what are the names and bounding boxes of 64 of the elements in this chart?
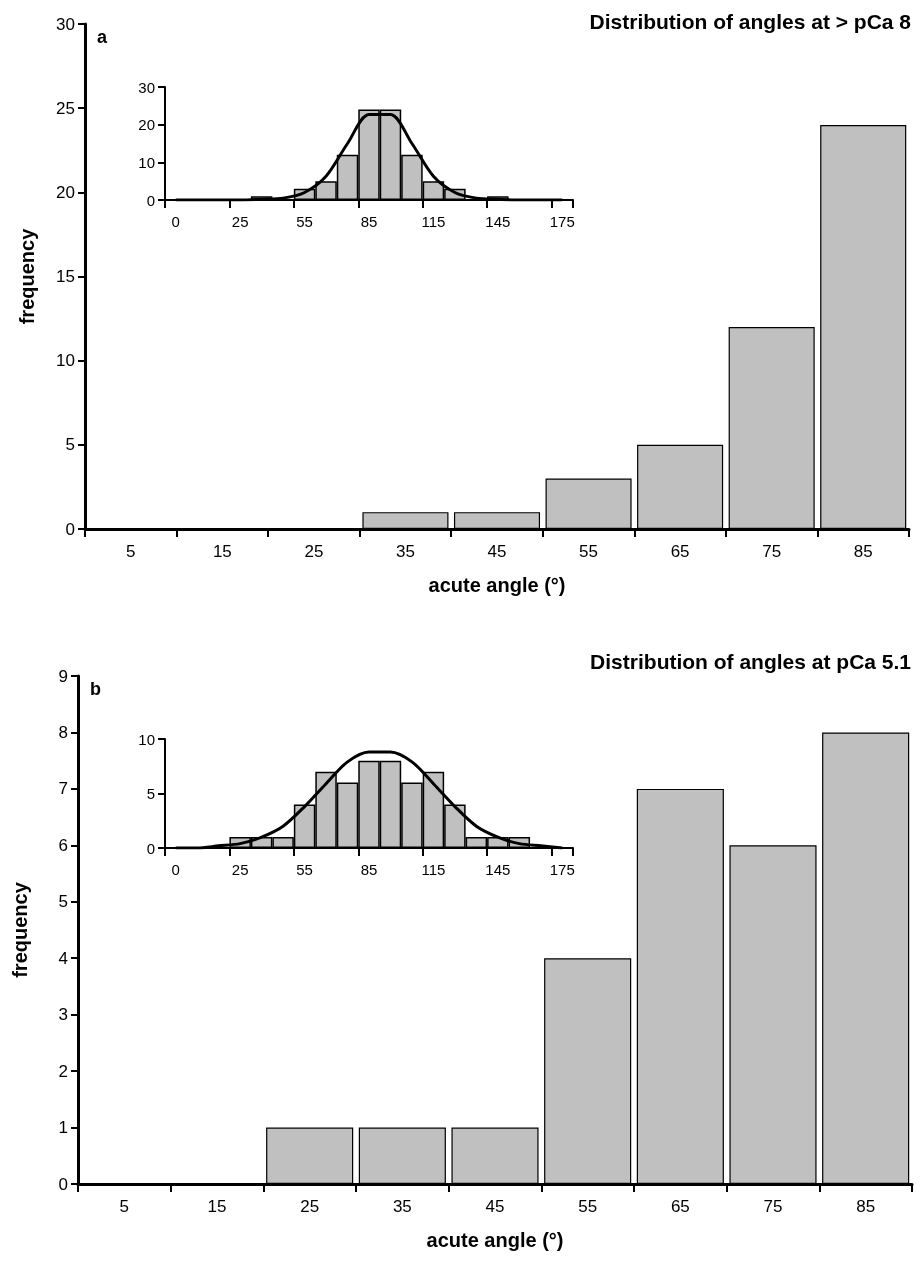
- y-tick-label: 9: [58, 666, 68, 686]
- x-tick-label: 85: [360, 213, 378, 230]
- x-tick-label: 175: [549, 213, 575, 230]
- x-tick-label: 0: [171, 213, 180, 230]
- x-tick-label: 145: [485, 213, 511, 230]
- y-tick-label: 10: [56, 351, 75, 371]
- annotation: b: [90, 679, 101, 699]
- x-tick-label: 25: [304, 542, 324, 561]
- y-tick-label: 8: [58, 722, 68, 742]
- y-tick-label: 1: [58, 1118, 68, 1138]
- y-tick-label: 2: [58, 1061, 68, 1081]
- x-tick-label: 45: [487, 542, 507, 561]
- y-tick-label: 5: [146, 785, 155, 802]
- x-tick-label: 55: [296, 861, 313, 878]
- y-axis-title: frequency: [9, 881, 31, 978]
- x-tick-label: 25: [231, 213, 249, 230]
- x-tick-label: 65: [670, 542, 690, 561]
- y-tick-label: 0: [146, 839, 155, 857]
- x-tick-label: 75: [763, 1197, 783, 1216]
- x-tick-label: 115: [421, 861, 446, 878]
- y-tick-label: 30: [56, 14, 75, 34]
- y-tick-label: 3: [58, 1005, 68, 1025]
- y-tick-label: 0: [65, 519, 75, 539]
- y-tick-label: 30: [138, 78, 155, 96]
- y-tick-label: 5: [65, 435, 75, 455]
- x-tick-label: 115: [421, 213, 446, 230]
- x-tick-label: 0: [171, 861, 180, 878]
- x-axis-title: acute angle (°): [428, 574, 566, 596]
- x-tick-label: 75: [762, 542, 782, 561]
- y-tick-label: 6: [58, 835, 68, 855]
- x-tick-label: 85: [360, 861, 378, 878]
- y-tick-label: 7: [58, 779, 68, 799]
- x-tick-label: 5: [126, 542, 136, 561]
- x-tick-label: 25: [231, 861, 249, 878]
- y-tick-label: 20: [138, 116, 155, 134]
- x-tick-label: 55: [296, 213, 313, 230]
- y-tick-label: 0: [146, 191, 155, 209]
- x-axis-title: acute angle (°): [426, 1229, 564, 1251]
- y-tick-label: 20: [56, 182, 75, 202]
- x-tick-label: 5: [119, 1197, 130, 1216]
- x-tick-label: 45: [485, 1197, 505, 1216]
- x-tick-label: 25: [300, 1197, 320, 1216]
- x-tick-label: 35: [392, 1197, 412, 1216]
- y-axis-title: frequency: [16, 227, 38, 325]
- x-tick-label: 15: [212, 542, 232, 561]
- x-tick-label: 15: [207, 1197, 227, 1216]
- x-tick-label: 55: [579, 542, 599, 561]
- x-tick-label: 175: [549, 861, 575, 878]
- x-tick-label: 55: [578, 1197, 598, 1216]
- x-tick-label: 35: [395, 542, 415, 561]
- y-tick-label: 25: [56, 98, 75, 118]
- y-tick-label: 5: [58, 892, 68, 912]
- chart-title: Distribution of angles at > pCa 8: [589, 10, 912, 33]
- x-tick-label: 85: [856, 1197, 876, 1216]
- y-tick-label: 15: [56, 267, 75, 286]
- y-tick-label: 4: [58, 948, 68, 968]
- x-tick-label: 65: [670, 1197, 690, 1216]
- x-tick-label: 145: [485, 861, 511, 878]
- annotation: a: [97, 27, 108, 47]
- chart-title: Distribution of angles at pCa 5.1: [590, 650, 912, 673]
- x-tick-label: 85: [853, 542, 873, 561]
- y-tick-label: 0: [58, 1174, 68, 1194]
- y-tick-label: 10: [138, 730, 155, 748]
- y-tick-label: 10: [138, 153, 155, 171]
